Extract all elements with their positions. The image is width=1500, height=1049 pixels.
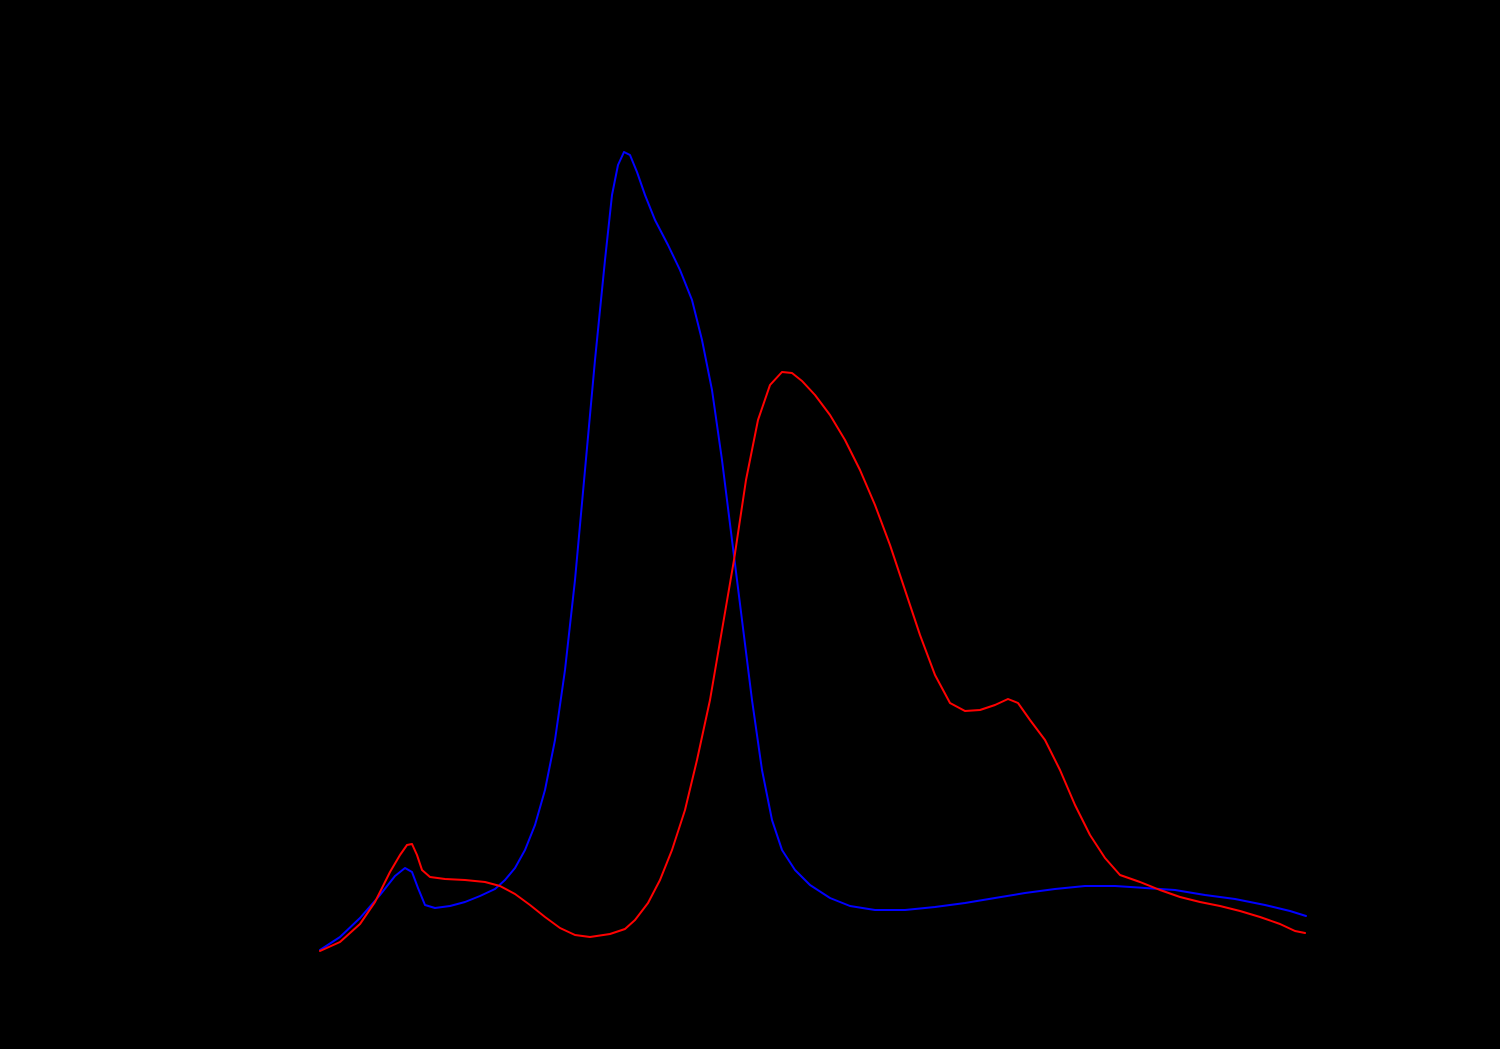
blue-series-line (319, 151, 1307, 951)
red-series-line (319, 371, 1306, 952)
